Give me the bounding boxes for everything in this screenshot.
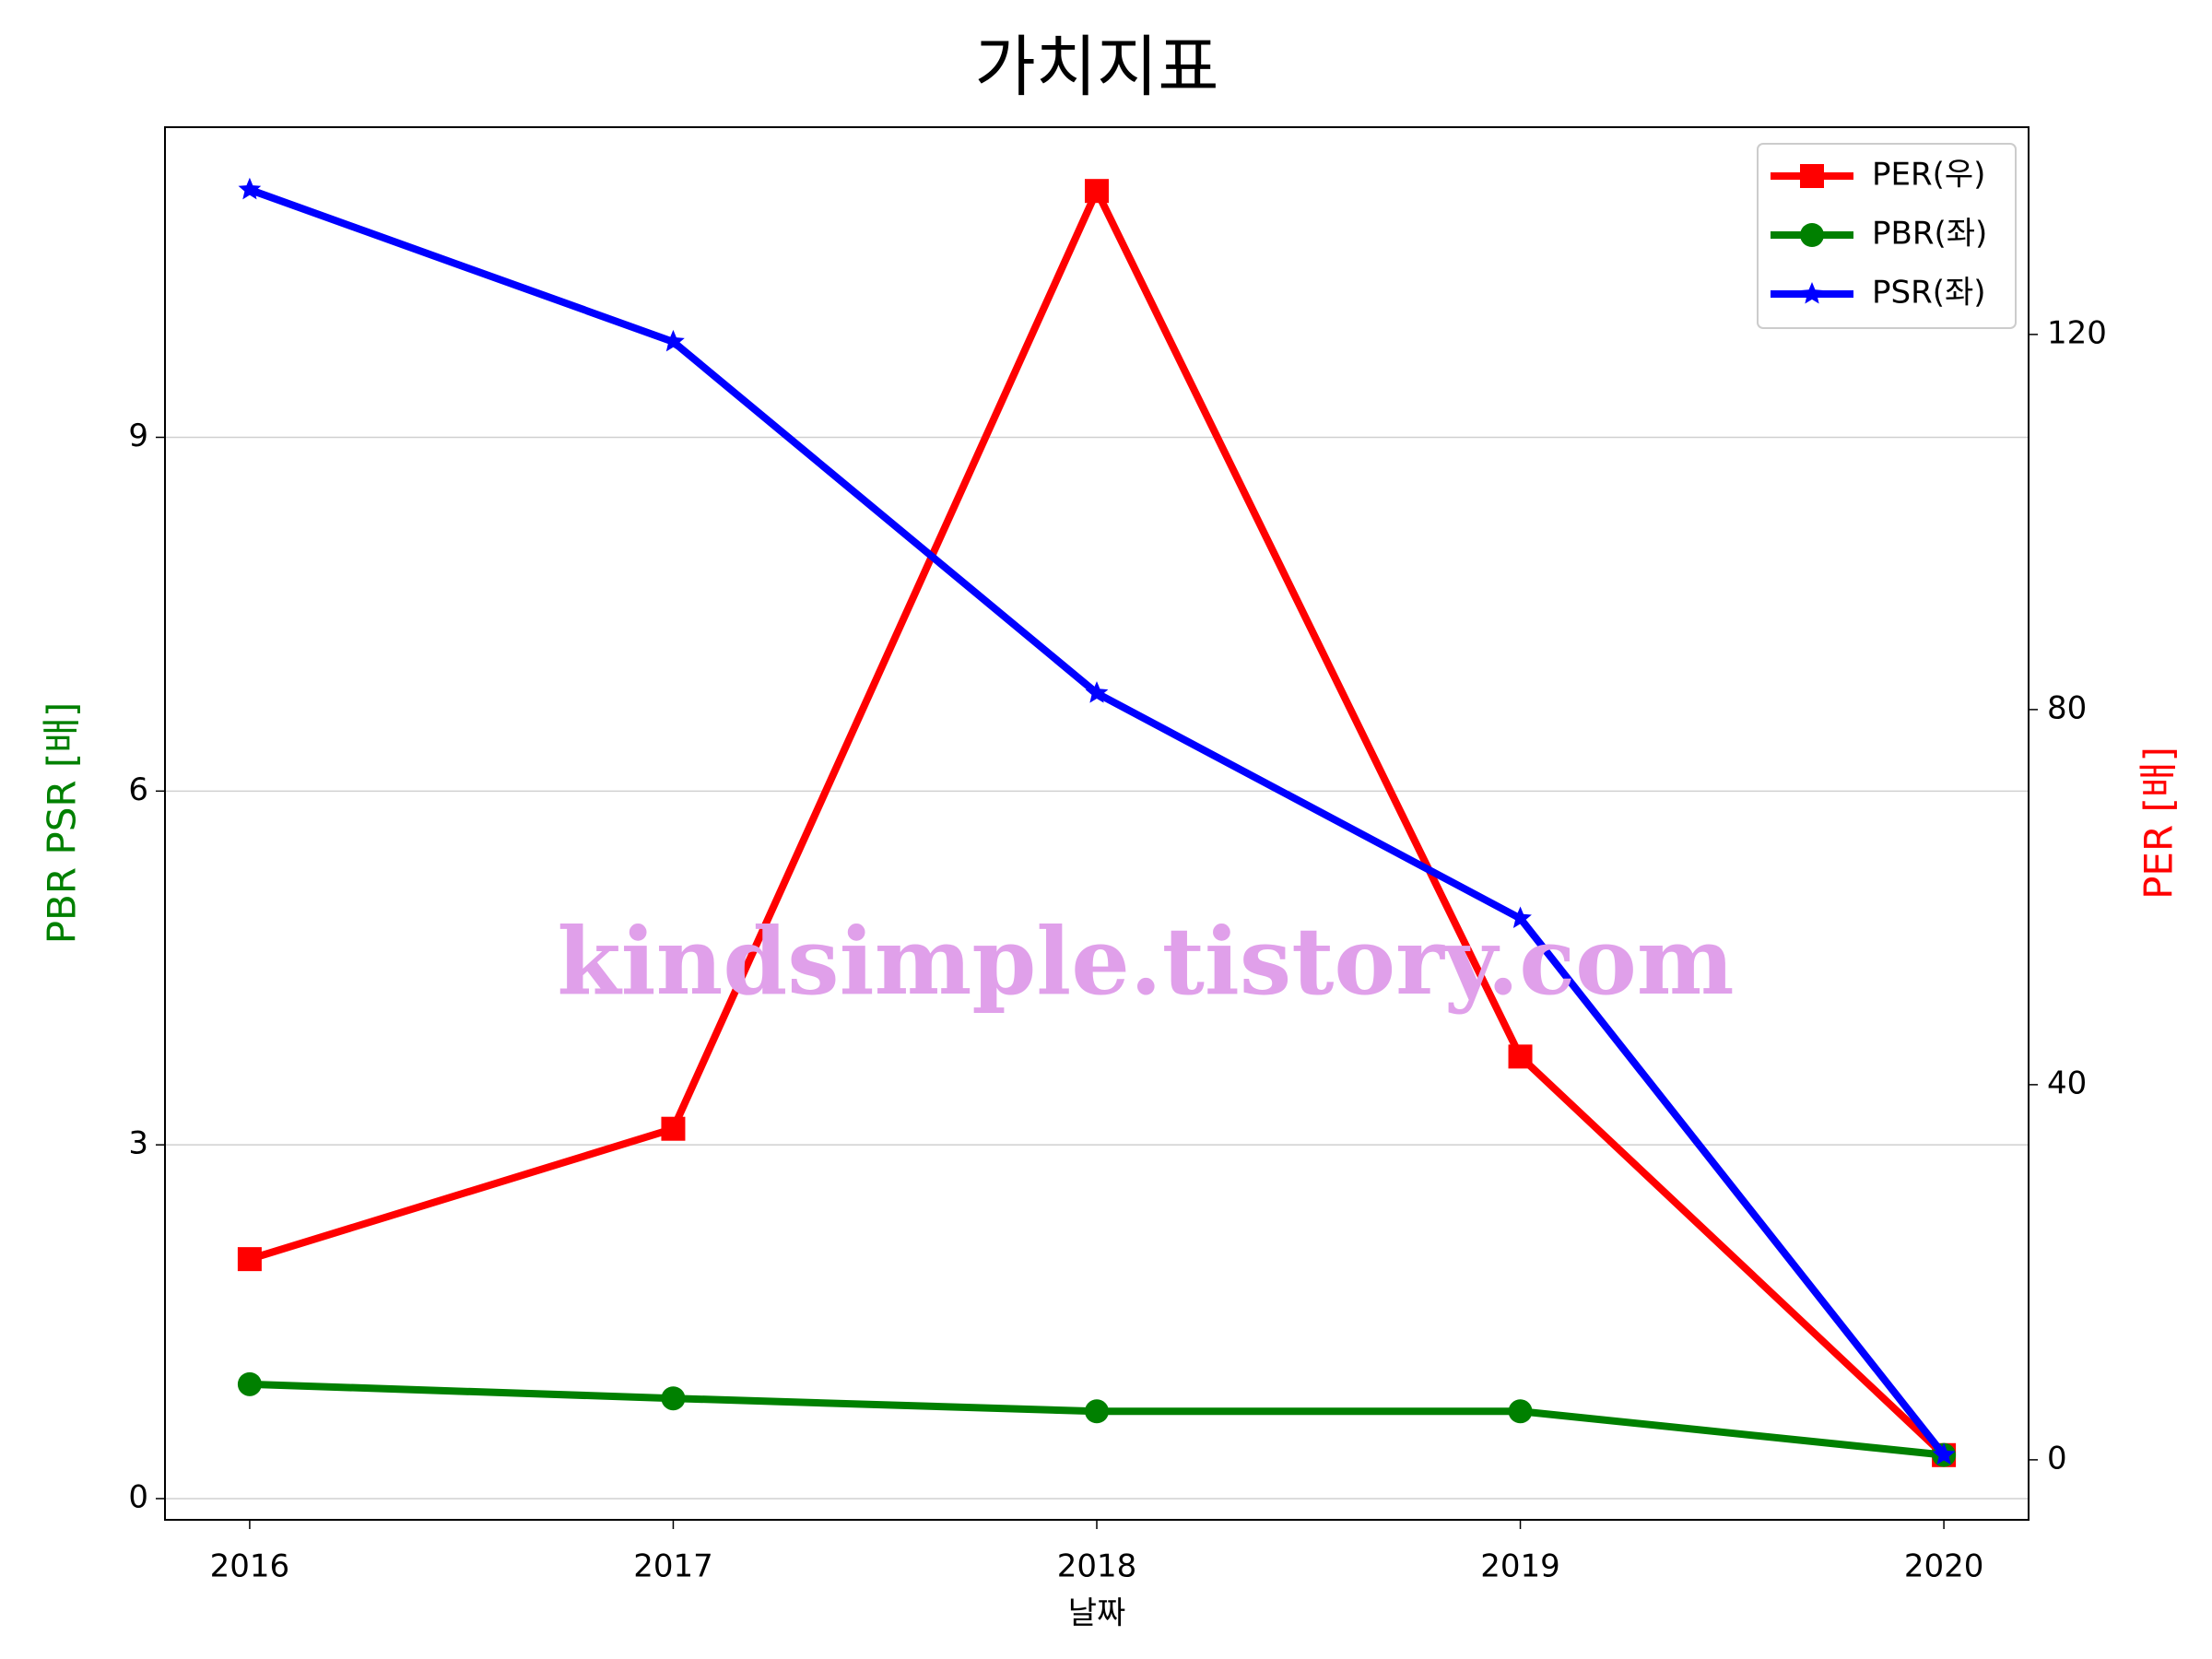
legend-label: PSR(좌) — [1872, 275, 1986, 312]
chart-title: 가치지표 — [975, 29, 1219, 106]
y2-tick-label: 120 — [2047, 314, 2107, 351]
marker — [1508, 1399, 1533, 1424]
x-tick-label: 2016 — [210, 1548, 290, 1585]
marker — [1509, 906, 1532, 929]
y-tick-label: 0 — [128, 1478, 148, 1515]
marker — [1800, 223, 1824, 247]
marker — [237, 1371, 262, 1396]
x-tick-label: 2018 — [1057, 1548, 1137, 1585]
marker — [237, 1247, 262, 1272]
y-axis-label: PBR PSR [배] — [40, 702, 85, 945]
legend: PER(우) PBR(좌) PSR(좌) — [1757, 143, 2017, 329]
marker — [1508, 1044, 1533, 1069]
x-tick-label: 2019 — [1480, 1548, 1560, 1585]
marker — [1932, 1442, 1956, 1465]
marker — [662, 329, 685, 352]
watermark: kindsimple.tistory.com — [557, 907, 1734, 1016]
y2-axis-label: PER [배] — [2136, 747, 2182, 900]
marker — [1800, 282, 1824, 304]
x-tick-label: 2017 — [633, 1548, 713, 1585]
marker — [661, 1116, 686, 1141]
marker — [1085, 681, 1109, 703]
y2-tick-label: 0 — [2047, 1440, 2067, 1477]
x-axis-label: 날짜 — [1068, 1595, 1126, 1632]
legend-box — [1757, 143, 2017, 329]
y-tick-label: 9 — [128, 418, 148, 454]
legend-label: PBR(좌) — [1872, 216, 1987, 253]
x-tick-label: 2020 — [1904, 1548, 1984, 1585]
marker — [1085, 179, 1109, 204]
marker — [238, 177, 262, 200]
plot-frame — [164, 126, 2030, 1521]
y2-tick-label: 80 — [2047, 689, 2087, 726]
y2-tick-label: 40 — [2047, 1065, 2087, 1101]
legend-label: PER(우) — [1872, 157, 1985, 194]
y-tick-label: 3 — [128, 1125, 148, 1162]
marker — [661, 1386, 686, 1411]
marker — [1085, 1399, 1109, 1424]
y-tick-label: 6 — [128, 771, 148, 808]
marker — [1800, 164, 1824, 188]
